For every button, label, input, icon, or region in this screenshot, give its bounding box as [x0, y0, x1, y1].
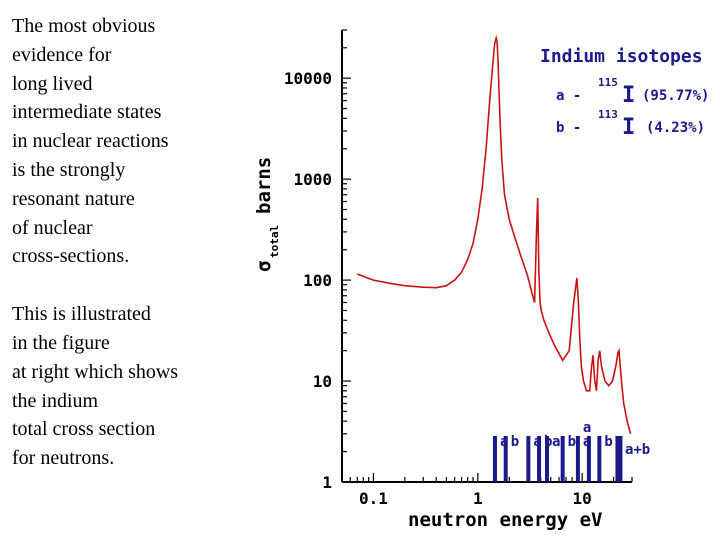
x-axis-title: neutron energy eV — [408, 509, 602, 531]
legend: Indium isotopes a - 115 I (95.77%) b - 1… — [540, 46, 709, 140]
x-tick-label: 1 — [473, 489, 483, 508]
legend-a-mass: 115 — [598, 76, 618, 89]
y-tick-label: 100 — [303, 271, 332, 290]
description-paragraph-2: This is illustrated in the figure at rig… — [12, 300, 237, 473]
text-line: of nuclear — [12, 216, 93, 239]
resonance-marker-label: b — [604, 434, 612, 450]
legend-a-abundance: (95.77%) — [642, 88, 709, 104]
text-line: in the figure — [12, 331, 110, 354]
text-line: in nuclear reactions — [12, 130, 169, 153]
legend-b-mass: 113 — [598, 108, 618, 121]
resonance-marker-label: a+b — [625, 442, 650, 458]
ticks: 1 10 100 1000 10000 0.1 1 10 — [284, 29, 633, 508]
y-axis-title: σ total barns — [253, 157, 281, 272]
resonance-marker-label: b — [511, 434, 519, 450]
legend-b-abundance: (4.23%) — [646, 120, 705, 136]
legend-a-symbol: I — [622, 83, 635, 108]
description-text: The most obvious evidence for long lived… — [12, 12, 237, 502]
series — [357, 34, 632, 435]
resonance-marker-label: a — [583, 420, 591, 436]
text-line: at right which shows — [12, 360, 179, 383]
text-line: long lived — [12, 72, 93, 95]
text-line: evidence for — [12, 43, 112, 66]
text-line: total cross section — [12, 418, 156, 441]
legend-b-prefix: b - — [556, 120, 581, 136]
y-axis-unit: barns — [253, 157, 275, 214]
text-line: cross-sections. — [12, 245, 130, 268]
text-line: is the strongly — [12, 158, 126, 181]
y-tick-label: 10000 — [284, 69, 332, 88]
resonance-marker-label: b — [568, 434, 576, 450]
axes — [341, 30, 632, 483]
text-line: the indium — [12, 389, 99, 412]
x-tick-label: 10 — [573, 489, 592, 508]
resonance-marker-label: a — [552, 434, 560, 450]
legend-a-prefix: a - — [556, 88, 581, 104]
text-line: intermediate states — [12, 101, 162, 124]
text-line: This is illustrated — [12, 303, 151, 326]
y-tick-label: 1000 — [293, 170, 332, 189]
y-axis-subscript: total — [268, 225, 281, 258]
legend-title: Indium isotopes — [540, 46, 703, 67]
description-paragraph-1: The most obvious evidence for long lived… — [12, 12, 237, 271]
cross-section-line — [357, 34, 632, 435]
x-tick-label: 0.1 — [359, 489, 388, 508]
y-tick-label: 1 — [322, 473, 332, 492]
y-axis-sigma: σ — [253, 261, 275, 272]
text-line: for neutrons. — [12, 447, 115, 470]
y-tick-label: 10 — [313, 372, 332, 391]
text-line: The most obvious — [12, 15, 156, 37]
resonance-markers: abababaaba+b — [492, 420, 650, 482]
legend-b-symbol: I — [622, 115, 635, 140]
text-line: resonant nature — [12, 187, 135, 210]
